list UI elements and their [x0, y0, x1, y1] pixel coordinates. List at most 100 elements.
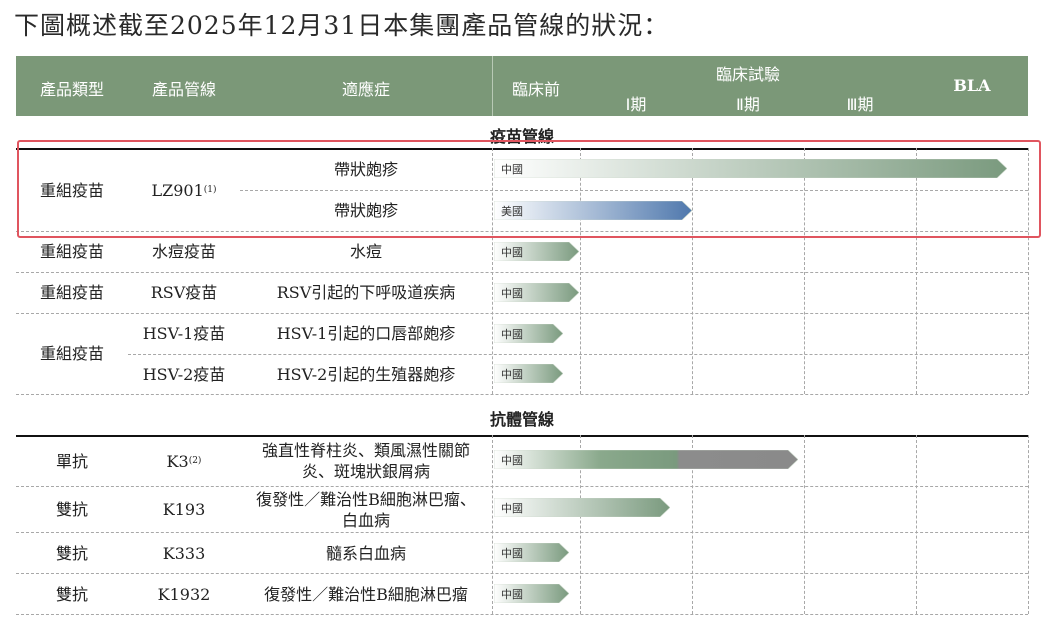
progress-bar-shape: [494, 584, 569, 603]
header-phase1: Ⅰ期: [625, 95, 647, 114]
header-divider: [492, 56, 493, 116]
progress-bar-arrow: [494, 584, 569, 603]
product-cell: K333: [162, 543, 206, 563]
table-header: 產品類型 產品管線 適應症 臨床前 臨床試驗 Ⅰ期 Ⅱ期 Ⅲ期 BLA: [16, 56, 1028, 116]
header-phase3: Ⅲ期: [846, 95, 874, 114]
row-divider: [16, 394, 1028, 395]
stage-gridline: [1028, 435, 1029, 614]
stage-gridline: [804, 435, 805, 614]
header-phase2: Ⅱ期: [736, 95, 760, 114]
progress-bar: 中國: [494, 324, 563, 343]
progress-bar-arrow: [494, 364, 563, 383]
region-label: 中國: [501, 454, 523, 467]
progress-bar: 中國: [494, 364, 563, 383]
product-name: LZ901: [151, 180, 204, 200]
stage-gridline: [492, 148, 493, 394]
subrow-divider: [240, 190, 1028, 191]
stage-gridline: [692, 435, 693, 614]
indication-cell: 復發性／難治性B細胞淋巴瘤: [264, 584, 468, 604]
header-clinical: 臨床試驗: [715, 65, 780, 84]
stage-gridline: [492, 435, 493, 614]
section-title-antibody: 抗體管線: [489, 410, 554, 429]
stage-gridline: [916, 435, 917, 614]
category-cell: 重組疫苗: [39, 242, 104, 261]
indication-line: 強直性脊柱炎、類風濕性關節: [261, 441, 470, 460]
header-preclinical: 臨床前: [511, 80, 560, 99]
subrow-divider: [128, 354, 1028, 355]
region-label: 中國: [501, 328, 523, 341]
progress-bar-arrow: [494, 543, 569, 562]
progress-bar-shape: [494, 283, 579, 302]
progress-bar: 中國: [494, 584, 569, 603]
stage-gridline: [1028, 148, 1029, 394]
product-cell: K193: [162, 500, 206, 519]
row-divider: [16, 614, 1028, 615]
progress-bar-shape: [494, 364, 563, 383]
row-divider: [16, 486, 1028, 487]
stage-gridline: [580, 148, 581, 394]
product-cell: HSV-2疫苗: [142, 364, 226, 384]
region-label: 中國: [501, 246, 523, 259]
indication-line: 白血病: [341, 510, 390, 530]
progress-bar: 中國: [494, 498, 670, 517]
region-label: 中國: [501, 368, 523, 381]
footnote-marker: (2): [188, 455, 202, 466]
row-divider: [16, 313, 1028, 314]
header-indication: 適應症: [341, 80, 390, 99]
region-label: 中國: [501, 502, 523, 515]
row-divider: [16, 272, 1028, 273]
category-cell: 重組疫苗: [39, 180, 104, 200]
indication-cell: 水痘: [349, 242, 382, 261]
indication-cell: 帶狀皰疹: [333, 201, 398, 220]
progress-bar-shape: [494, 242, 579, 261]
progress-bar-arrow: [494, 450, 798, 469]
progress-bar-arrow: [494, 283, 579, 302]
progress-bar: 中國: [494, 543, 569, 562]
category-cell: 重組疫苗: [39, 283, 104, 302]
region-label: 中國: [501, 547, 523, 560]
section-rule: [16, 148, 1028, 150]
header-bla: BLA: [953, 76, 991, 95]
region-label: 中國: [501, 163, 523, 176]
progress-bar: 中國: [494, 450, 798, 469]
stage-gridline: [804, 148, 805, 394]
header-pipeline: 產品管線: [151, 80, 216, 99]
stage-gridline: [580, 435, 581, 614]
indication-cell: HSV-1引起的口唇部皰疹: [276, 324, 456, 343]
progress-bar-shape: [494, 159, 1007, 178]
product-cell: HSV-1疫苗: [142, 324, 226, 343]
indication-cell: 復發性／難治性B細胞淋巴瘤、 白血病: [240, 487, 492, 532]
progress-bar-shape: [494, 498, 670, 517]
product-cell: 水痘疫苗: [151, 242, 216, 261]
page-title: 下圖概述截至2025年12月31日本集團產品管線的狀況：: [14, 11, 670, 40]
indication-cell: RSV引起的下呼吸道疾病: [276, 283, 456, 302]
progress-bar: 美國: [494, 201, 692, 220]
progress-bar-shape: [494, 201, 692, 220]
region-label: 中國: [501, 588, 523, 601]
progress-bar-shape: [494, 324, 563, 343]
progress-bar-arrow: [494, 242, 579, 261]
progress-bar: 中國: [494, 242, 579, 261]
indication-cell: HSV-2引起的生殖器皰疹: [276, 364, 456, 384]
indication-line: 復發性／難治性B細胞淋巴瘤、: [256, 489, 476, 509]
row-divider: [16, 231, 1028, 232]
region-label: 美國: [501, 205, 523, 218]
row-divider: [16, 532, 1028, 533]
product-cell: LZ901 (1): [128, 149, 240, 231]
product-cell: K1932: [157, 584, 211, 604]
indication-cell: 帶狀皰疹: [333, 160, 398, 179]
indication-line: 炎、斑塊狀銀屑病: [301, 462, 430, 481]
product-name: K3: [166, 451, 189, 471]
stage-gridline: [692, 148, 693, 394]
category-cell: 重組疫苗: [39, 344, 104, 363]
category-cell: 雙抗: [55, 500, 88, 519]
indication-cell: 強直性脊柱炎、類風濕性關節 炎、斑塊狀銀屑病: [240, 436, 492, 486]
product-cell: RSV疫苗: [150, 283, 218, 302]
progress-bar-arrow: [494, 324, 563, 343]
progress-bar-arrow: [494, 498, 670, 517]
footnote-marker: (1): [203, 184, 217, 195]
category-cell: 單抗: [55, 451, 88, 471]
header-category: 產品類型: [39, 80, 104, 99]
progress-bar-arrow: [494, 159, 1007, 178]
progress-bar-arrow: [494, 201, 692, 220]
